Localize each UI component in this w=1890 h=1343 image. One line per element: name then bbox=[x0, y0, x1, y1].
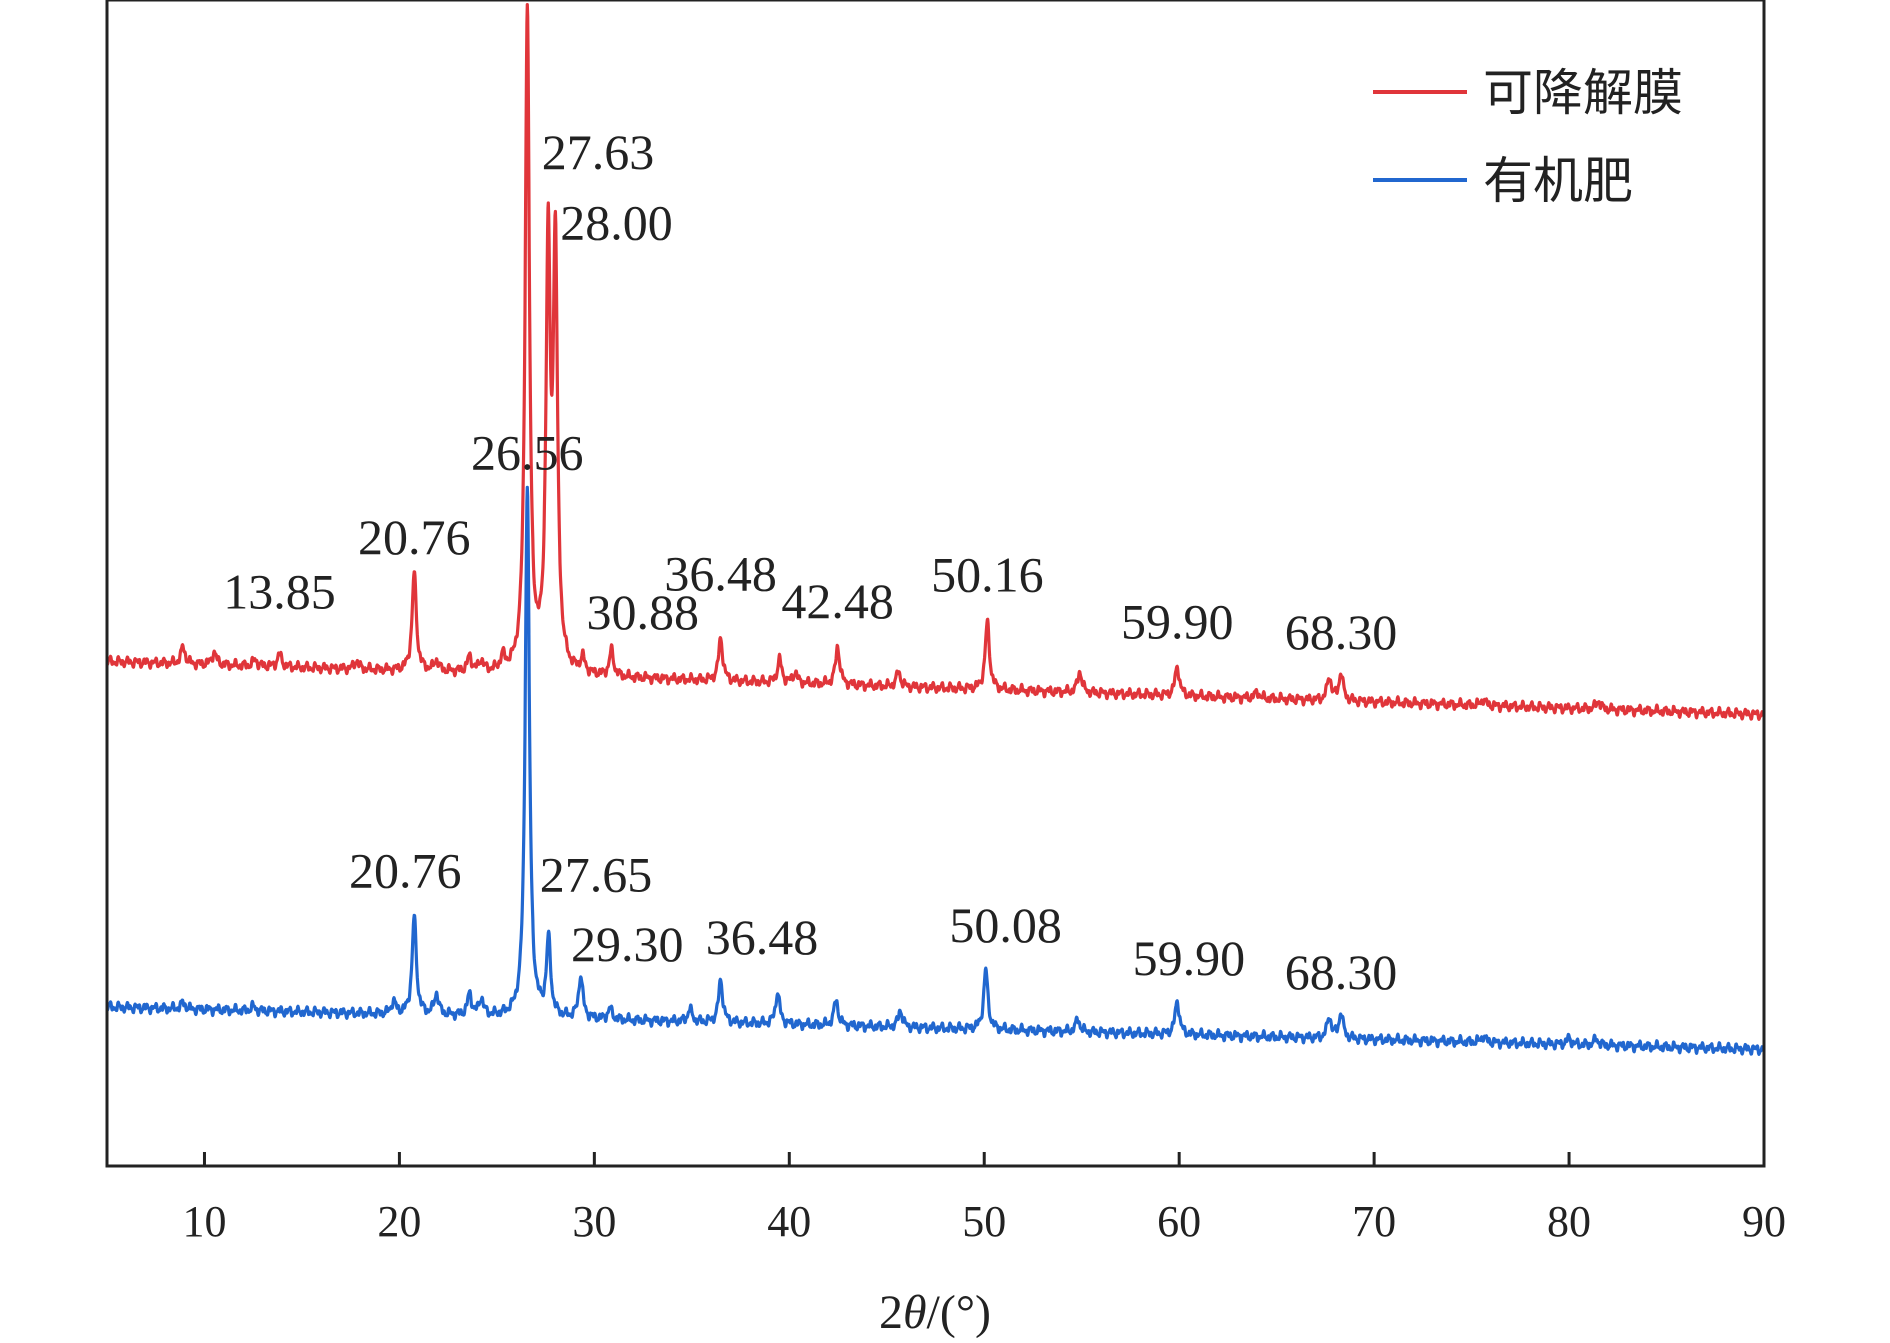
x-axis-title: 2θ/(°) bbox=[879, 1286, 991, 1339]
peak-label: 13.85 bbox=[223, 564, 336, 620]
peak-label: 30.88 bbox=[587, 584, 700, 640]
peak-label: 27.65 bbox=[540, 846, 653, 902]
x-tick-label: 90 bbox=[1742, 1197, 1786, 1246]
legend-label-1: 可降解膜 bbox=[1483, 64, 1683, 122]
peak-label: 29.30 bbox=[571, 916, 684, 972]
x-tick-label: 20 bbox=[377, 1197, 421, 1246]
legend-label-2: 有机肥 bbox=[1483, 152, 1633, 210]
peak-label: 50.08 bbox=[949, 897, 1062, 953]
peak-label: 42.48 bbox=[781, 573, 894, 629]
x-tick-label: 30 bbox=[572, 1197, 616, 1246]
x-axis-ticks: 10 20 30 40 50 60 70 80 90 bbox=[182, 1152, 1786, 1246]
peak-label: 59.90 bbox=[1133, 930, 1246, 986]
peak-label: 68.30 bbox=[1285, 944, 1398, 1000]
x-tick-label: 70 bbox=[1352, 1197, 1396, 1246]
series-line-2 bbox=[105, 485, 1766, 1056]
peak-label: 20.76 bbox=[349, 842, 462, 898]
peak-label: 27.63 bbox=[542, 124, 655, 180]
x-tick-label: 10 bbox=[182, 1197, 226, 1246]
x-tick-label: 50 bbox=[962, 1197, 1006, 1246]
peak-label: 50.16 bbox=[931, 546, 1044, 602]
series-layer bbox=[105, 2, 1766, 1056]
x-axis-title-theta: θ bbox=[903, 1286, 927, 1339]
x-tick-label: 40 bbox=[767, 1197, 811, 1246]
x-tick-label: 60 bbox=[1157, 1197, 1201, 1246]
peak-label: 20.76 bbox=[358, 509, 471, 565]
x-axis-title-prefix: 2 bbox=[879, 1286, 903, 1339]
peak-label: 36.48 bbox=[706, 909, 819, 965]
plot-frame bbox=[105, 0, 1766, 1168]
peak-label: 36.48 bbox=[664, 545, 777, 601]
peak-label: 68.30 bbox=[1285, 604, 1398, 660]
peak-label: 28.00 bbox=[560, 195, 673, 251]
peak-label: 26.56 bbox=[471, 424, 584, 480]
peak-label-layer: 13.8520.7626.5627.6328.0030.8836.4842.48… bbox=[223, 124, 1398, 1000]
x-axis-title-unit: /(°) bbox=[927, 1286, 992, 1339]
series-line-1 bbox=[105, 2, 1766, 721]
peak-label: 59.90 bbox=[1121, 593, 1234, 649]
x-tick-label: 80 bbox=[1547, 1197, 1591, 1246]
